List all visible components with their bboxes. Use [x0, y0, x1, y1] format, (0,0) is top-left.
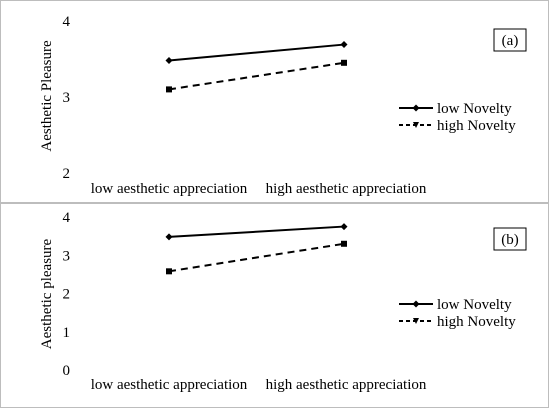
chart-b-data-point: [166, 268, 172, 275]
chart-b-series-line-0: [168, 225, 345, 238]
chart-b-data-point: [165, 233, 173, 241]
chart-a-series-line-1: [168, 61, 345, 91]
chart-a-legend-label: high Novelty: [437, 118, 516, 134]
chart-panel-b: Aesthetic pleasure 0 1 2 3 4 low aesthetic app…: [0, 203, 549, 408]
chart-a-panel-label: (a): [502, 33, 519, 49]
chart-b-legend-label: low Novelty: [437, 297, 512, 313]
chart-b-svg: Aesthetic pleasure 0 1 2 3 4 low aesthetic app…: [39, 210, 527, 393]
chart-b-y-tick-label: 3: [63, 248, 71, 264]
chart-a-data-point: [165, 57, 173, 65]
chart-b-y-tick-label: 2: [63, 287, 71, 303]
chart-a-legend-marker: [413, 122, 419, 128]
chart-a-data-point: [341, 59, 347, 66]
chart-a-x-category-label: high aesthetic appreciation: [266, 181, 427, 197]
chart-a-panel-label-box: [493, 28, 527, 52]
chart-a-series-line-0: [168, 43, 345, 62]
chart-a-y-axis-title: Aesthetic Pleasure: [39, 40, 55, 152]
chart-b-y-tick-label: 4: [63, 210, 71, 226]
chart-b-legend-label: high Novelty: [437, 314, 516, 330]
chart-b-panel-label: (b): [501, 232, 519, 248]
chart-a-legend-marker: [412, 104, 420, 112]
chart-b-y-axis-title: Aesthetic pleasure: [39, 238, 55, 349]
chart-b-x-category-label: low aesthetic appreciation: [91, 377, 248, 393]
chart-b-panel-label-box: [493, 227, 527, 251]
chart-a-legend-label: low Novelty: [437, 101, 512, 117]
chart-b-data-point: [340, 223, 348, 231]
chart-b-y-tick-label: 0: [63, 363, 71, 379]
chart-panel-a: Aesthetic Pleasure 2 3 4 low aesthetic appre…: [0, 0, 549, 203]
chart-a-y-tick-label: 4: [63, 14, 71, 30]
chart-a-svg: Aesthetic Pleasure 2 3 4 low aesthetic appre…: [39, 14, 527, 197]
chart-a-y-tick-label: 2: [63, 166, 71, 182]
chart-a-x-category-label: low aesthetic appreciation: [91, 181, 248, 197]
chart-a-data-point: [340, 41, 348, 49]
chart-b-data-point: [341, 240, 347, 247]
chart-b-legend-marker: [412, 300, 420, 308]
chart-b-x-category-label: high aesthetic appreciation: [266, 377, 427, 393]
chart-a-data-point: [166, 86, 172, 93]
chart-b-series-line-1: [168, 242, 345, 273]
chart-b-y-tick-label: 1: [63, 325, 71, 341]
chart-a-y-tick-label: 3: [63, 90, 71, 106]
chart-b-legend-marker: [413, 318, 419, 324]
